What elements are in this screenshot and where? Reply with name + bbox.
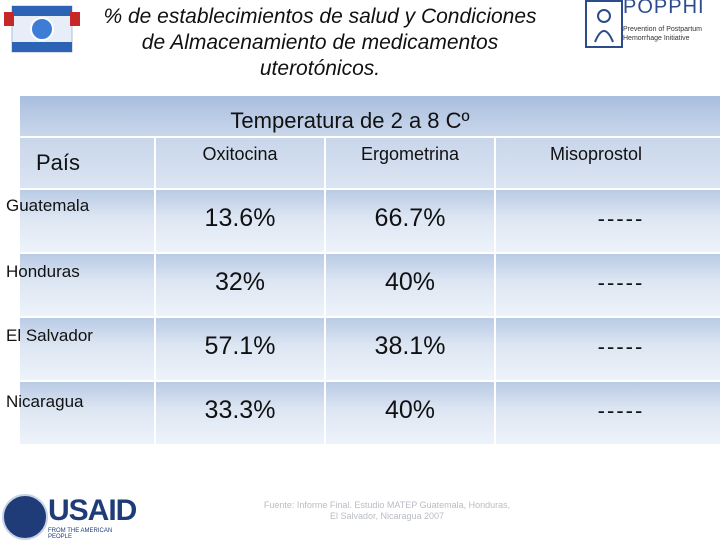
misoprostol-value: ----- — [597, 270, 645, 295]
misoprostol-value: ----- — [597, 398, 645, 423]
ergometrina-value: 40% — [384, 396, 436, 424]
country-cell: Nicaragua — [6, 392, 84, 411]
usaid-wordmark: USAID — [48, 494, 137, 527]
column-header-ergometrina: Ergometrina — [360, 144, 460, 164]
popphi-logo: POPPHI Prevention of Postpartum Hemorrha… — [585, 0, 720, 50]
table-row: Guatemala 13.6% 66.7% ----- — [6, 188, 720, 252]
country-header: País — [36, 150, 81, 175]
table-row: El Salvador 57.1% 38.1% ----- — [6, 316, 720, 380]
table-header: Temperatura de 2 a 8 Cº País Oxitocina E… — [20, 96, 720, 188]
misoprostol-value: ----- — [597, 334, 645, 359]
ergometrina-value: 66.7% — [374, 204, 446, 232]
column-header-misoprostol: Misoprostol — [549, 144, 643, 164]
ergometrina-value: 40% — [384, 268, 436, 296]
popphi-name: POPPHI — [623, 0, 705, 18]
storage-table: Temperatura de 2 a 8 Cº País Oxitocina E… — [6, 96, 720, 448]
popphi-subtitle: Prevention of Postpartum Hemorrhage Init… — [623, 26, 702, 42]
page-title: % de establecimientos de salud y Condici… — [103, 5, 537, 80]
usaid-logo: USAID FROM THE AMERICAN PEOPLE — [0, 490, 137, 540]
central-america-flags-logo — [4, 0, 80, 62]
country-cell: Guatemala — [6, 196, 90, 215]
group-header-row: Temperatura de 2 a 8 Cº — [20, 96, 720, 138]
table-row: Nicaragua 33.3% 40% ----- — [6, 380, 720, 444]
column-header-row: País Oxitocina Ergometrina Misoprostol — [20, 136, 720, 188]
country-cell: El Salvador — [6, 326, 93, 345]
ergometrina-value: 38.1% — [374, 332, 446, 360]
misoprostol-value: ----- — [597, 206, 645, 231]
usaid-seal-icon — [2, 494, 48, 540]
table-row: Honduras 32% 40% ----- — [6, 252, 720, 316]
source-note: Fuente: Informe Final. Estudio MATEP Gua… — [263, 500, 511, 521]
usaid-tagline: FROM THE AMERICAN PEOPLE — [48, 528, 113, 540]
oxitocina-value: 13.6% — [204, 204, 276, 232]
oxitocina-value: 32% — [214, 268, 266, 296]
mother-child-icon — [585, 0, 623, 48]
oxitocina-value: 57.1% — [204, 332, 276, 360]
oxitocina-value: 33.3% — [204, 396, 276, 424]
column-header-oxitocina: Oxitocina — [202, 144, 278, 164]
temperature-header: Temperatura de 2 a 8 Cº — [230, 108, 470, 133]
country-cell: Honduras — [6, 262, 80, 281]
